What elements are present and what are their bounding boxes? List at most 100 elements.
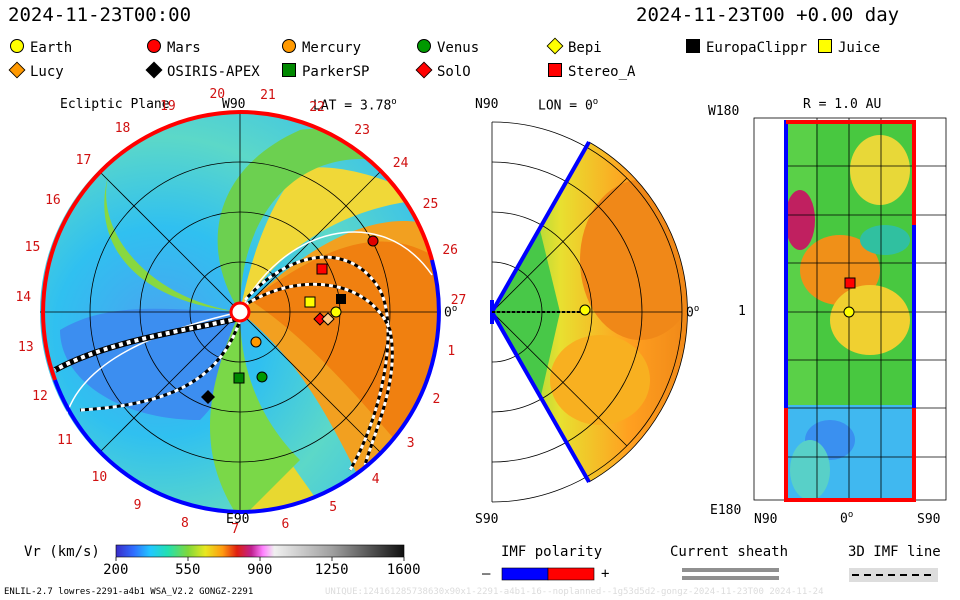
carrington-tick-label: 13 — [18, 340, 34, 356]
legend-item-venus: Venus — [417, 39, 479, 56]
map-bottom-left-label: E180 — [710, 503, 742, 518]
meridional-lon-label: LON = 0o — [538, 97, 599, 114]
carrington-tick-label: 27 — [450, 293, 467, 309]
square-icon — [686, 39, 700, 53]
meridional-bottom-label: S90 — [475, 512, 499, 527]
legend-label: EuropaClippr — [706, 40, 808, 56]
stereo-a-map-marker — [844, 277, 856, 289]
ecliptic-top-label: W90 — [222, 97, 246, 112]
carrington-tick-label: 5 — [329, 499, 338, 515]
carrington-tick-label: 26 — [442, 243, 458, 259]
legend-item-osiris-apex: OSIRIS-APEX — [145, 61, 260, 80]
map-r-label: R = 1.0 AU — [803, 97, 882, 112]
carrington-tick-label: 15 — [24, 239, 41, 255]
ecliptic-bottom-label: E90 — [226, 512, 250, 527]
legend-label: Venus — [437, 40, 480, 56]
vr-colorbar-label: Vr (km/s) — [24, 544, 100, 560]
earth-meridional-marker — [579, 304, 591, 316]
colorbar-tick-label: 200 — [103, 562, 129, 578]
legend-label: Juice — [838, 40, 881, 56]
carrington-tick-label: 1 — [447, 343, 456, 359]
meridional-right-label: 0o — [686, 304, 700, 321]
carrington-tick-label: 9 — [133, 498, 142, 513]
map-top-left-label: W180 — [708, 104, 740, 119]
legend-item-mercury: Mercury — [282, 39, 361, 56]
carrington-tick-label: 20 — [209, 87, 226, 103]
venus-marker — [256, 371, 268, 383]
carrington-tick-label: 11 — [57, 432, 73, 448]
ecliptic-bodies — [201, 235, 379, 404]
earth-marker — [330, 306, 342, 318]
square-icon — [548, 63, 562, 77]
colorbar-tick-label: 1600 — [386, 562, 421, 578]
carrington-tick-label: 4 — [371, 472, 380, 488]
carrington-tick-label: 17 — [75, 153, 92, 169]
legend-item-mars: Mars — [147, 39, 201, 56]
ecliptic-title: Ecliptic Plane — [60, 97, 170, 112]
legend-item-bepi: Bepi — [546, 37, 602, 56]
imf-polarity-label: IMF polarity — [501, 544, 603, 560]
circle-icon — [10, 39, 24, 53]
legend-item-juice: Juice — [818, 39, 880, 56]
legend-label: Earth — [30, 40, 73, 56]
meridional-panel — [490, 121, 688, 503]
carrington-tick-label: 7 — [231, 521, 240, 537]
imf-negative-swatch — [501, 567, 549, 581]
meridional-top-label: N90 — [475, 97, 499, 112]
earth-map-marker — [843, 306, 855, 318]
carrington-tick-label: 16 — [45, 193, 61, 209]
imf-line-swatch — [849, 568, 938, 582]
datetime-left: 2024-11-23T00:00 — [8, 4, 192, 26]
legend-item-europaclippr: EuropaClippr — [686, 39, 807, 56]
current-sheath-swatch — [682, 568, 779, 580]
mars-marker — [367, 235, 379, 247]
carrington-tick-label: 18 — [114, 120, 131, 136]
carrington-tick-label: 10 — [91, 469, 108, 485]
ecliptic-panel — [40, 110, 441, 515]
footer-left: ENLIL-2.7 lowres-2291-a4b1 WSA_V2.2 GONG… — [4, 587, 254, 597]
carrington-tick-label: 2 — [432, 391, 441, 407]
legend-item-parkersp: ParkerSP — [282, 63, 369, 80]
vr-colorbar — [115, 544, 405, 558]
colorbar-tick-label: 550 — [175, 562, 201, 578]
imf-minus-sign: – — [482, 566, 491, 582]
carrington-tick-label: 3 — [406, 435, 415, 451]
juice-marker — [304, 296, 316, 308]
carrington-tick-label: 19 — [160, 98, 176, 114]
current-sheath-label: Current sheath — [670, 544, 789, 560]
carrington-tick-label: 21 — [260, 87, 276, 103]
legend-label: Lucy — [30, 64, 64, 80]
legend-item-solo: SolO — [415, 61, 471, 80]
carrington-tick-label: 22 — [309, 99, 325, 115]
parkersp-marker — [233, 372, 245, 384]
vr-colorbar-ticks — [115, 557, 405, 561]
legend-label: Mercury — [302, 40, 362, 56]
carrington-tick-label: 12 — [32, 388, 48, 404]
legend-item-lucy: Lucy — [8, 61, 64, 80]
europaclipper-marker — [336, 294, 346, 304]
footer-right: UNIQUE:124161285738630x90x1-2291-a4b1-16… — [325, 587, 824, 597]
carrington-tick-label: 14 — [15, 289, 32, 305]
ecliptic-lat-label: LAT = 3.78o — [313, 97, 397, 114]
circle-icon — [147, 39, 161, 53]
legend-label: Mars — [167, 40, 201, 56]
stereo-a-marker — [316, 263, 328, 275]
carrington-tick-label: 8 — [180, 515, 189, 531]
map-mid-left-label: 1 — [738, 304, 746, 319]
mercury-marker — [250, 336, 262, 348]
legend-item-stereo-a: Stereo_A — [548, 63, 635, 80]
map-x-left-label: N90 — [754, 512, 778, 527]
legend-label: ParkerSP — [302, 64, 370, 80]
imf-line-label: 3D IMF line — [848, 544, 941, 560]
map-x-right-label: S90 — [917, 512, 941, 527]
legend-label: SolO — [437, 64, 471, 80]
datetime-right: 2024-11-23T00 +0.00 day — [636, 4, 900, 26]
osiris-apex-marker — [201, 390, 215, 404]
legend-item-earth: Earth — [10, 39, 72, 56]
carrington-tick-label: 6 — [281, 516, 290, 532]
carrington-tick-label: 24 — [392, 155, 409, 171]
carrington-tick-label: 23 — [354, 122, 370, 138]
legend-label: Stereo_A — [568, 64, 636, 80]
colorbar-tick-label: 900 — [247, 562, 273, 578]
